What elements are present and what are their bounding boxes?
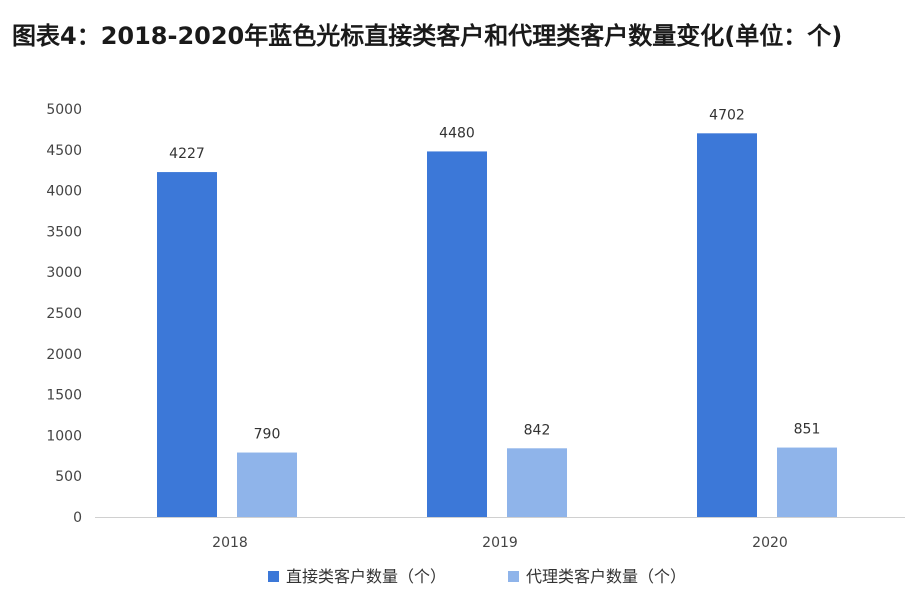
data-label-direct-2020: 4702	[709, 107, 745, 123]
bar-agency-2020	[777, 447, 837, 517]
data-label-agency-2019: 842	[524, 422, 551, 438]
y-tick-label: 3000	[46, 265, 82, 281]
data-label-direct-2018: 4227	[169, 146, 205, 162]
bar-direct-2019	[427, 151, 487, 517]
chart-title: 图表4：2018-2020年蓝色光标直接类客户和代理类客户数量变化(单位：个)	[12, 22, 843, 50]
y-tick-label: 500	[55, 469, 82, 485]
y-tick-label: 4500	[46, 143, 82, 159]
y-tick-label: 2000	[46, 347, 82, 363]
bar-agency-2018	[237, 452, 297, 517]
y-tick-label: 4000	[46, 184, 82, 200]
y-tick-label: 3500	[46, 224, 82, 240]
y-tick-label: 1500	[46, 388, 82, 404]
x-tick-label-2020: 2020	[752, 535, 788, 551]
legend-label-direct: 直接类客户数量（个）	[286, 567, 446, 586]
data-label-direct-2019: 4480	[439, 125, 475, 141]
y-tick-label: 5000	[46, 102, 82, 118]
x-tick-label-2019: 2019	[482, 535, 518, 551]
legend-swatch-direct	[268, 571, 279, 582]
bar-direct-2018	[157, 172, 217, 518]
y-tick-label: 1000	[46, 428, 82, 444]
legend-label-agency: 代理类客户数量（个）	[526, 567, 686, 586]
data-label-agency-2018: 790	[254, 427, 281, 443]
y-tick-label: 2500	[46, 306, 82, 322]
legend-swatch-agency	[508, 571, 519, 582]
y-tick-label: 0	[73, 510, 82, 526]
bar-direct-2020	[697, 133, 757, 517]
data-label-agency-2020: 851	[794, 422, 821, 438]
x-tick-label-2018: 2018	[212, 535, 248, 551]
bar-agency-2019	[507, 448, 567, 517]
